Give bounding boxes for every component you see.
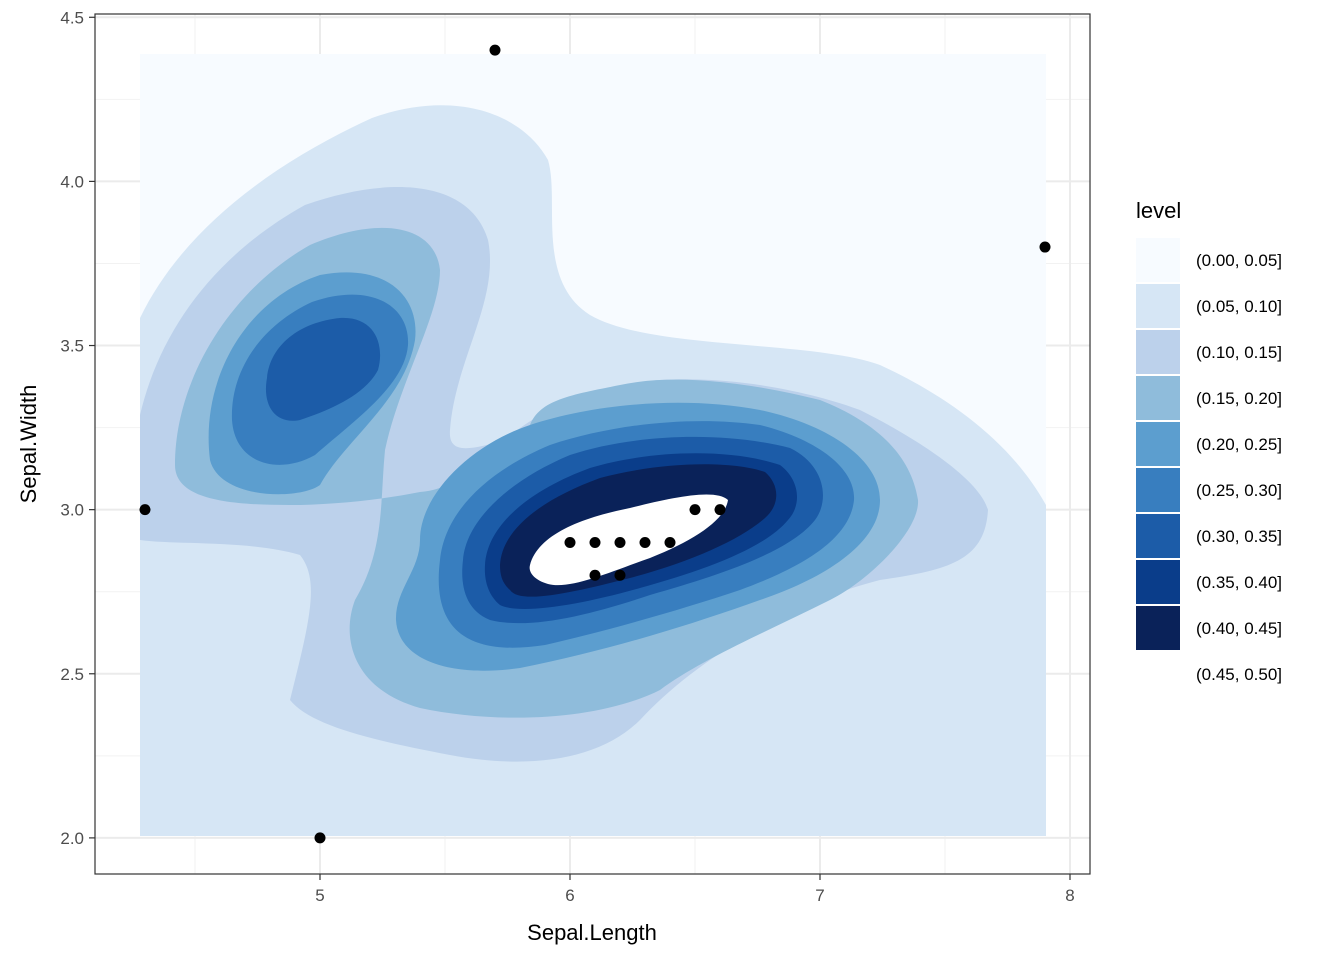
legend-entries: (0.00, 0.05] (0.05, 0.10] (0.10, 0.15] (0.1… xyxy=(1136,238,1282,696)
legend-key xyxy=(1136,284,1180,328)
legend-key xyxy=(1136,560,1180,604)
legend-key xyxy=(1136,606,1180,650)
x-tick-label: 6 xyxy=(565,886,574,905)
legend-key xyxy=(1136,376,1180,420)
data-point xyxy=(139,504,151,516)
y-tick-label: 3.5 xyxy=(60,337,84,356)
legend: level (0.00, 0.05] (0.05, 0.10] (0.10, 0.1… xyxy=(1136,198,1282,696)
data-point xyxy=(614,536,626,548)
panel-border xyxy=(94,13,1091,875)
y-axis: 2.0 2.5 3.0 3.5 4.0 4.5 xyxy=(60,8,95,848)
x-axis: 5 6 7 8 xyxy=(315,874,1075,905)
y-axis-title: Sepal.Width xyxy=(16,385,41,504)
legend-key xyxy=(1136,238,1180,282)
density-contours xyxy=(140,54,1046,836)
data-point xyxy=(714,504,726,516)
legend-label: (0.45, 0.50] xyxy=(1196,665,1282,684)
legend-label: (0.40, 0.45] xyxy=(1196,619,1282,638)
legend-key xyxy=(1136,652,1180,696)
legend-label: (0.25, 0.30] xyxy=(1196,481,1282,500)
data-point xyxy=(589,569,601,581)
legend-label: (0.30, 0.35] xyxy=(1196,527,1282,546)
contour-band-9 xyxy=(529,494,728,586)
y-tick-label: 4.0 xyxy=(60,172,84,191)
legend-label: (0.35, 0.40] xyxy=(1196,573,1282,592)
data-point xyxy=(689,504,701,516)
x-tick-label: 8 xyxy=(1065,886,1074,905)
legend-label: (0.05, 0.10] xyxy=(1196,297,1282,316)
y-tick-label: 4.5 xyxy=(60,8,84,27)
y-tick-label: 2.0 xyxy=(60,829,84,848)
x-tick-label: 7 xyxy=(815,886,824,905)
y-tick-label: 3.0 xyxy=(60,501,84,520)
legend-key xyxy=(1136,422,1180,466)
legend-key xyxy=(1136,514,1180,558)
data-point xyxy=(639,536,651,548)
x-axis-title: Sepal.Length xyxy=(527,920,657,945)
scatter-points xyxy=(139,44,1051,844)
data-point xyxy=(564,536,576,548)
y-tick-label: 2.5 xyxy=(60,665,84,684)
data-point xyxy=(489,44,501,56)
legend-key xyxy=(1136,468,1180,512)
legend-label: (0.15, 0.20] xyxy=(1196,389,1282,408)
data-point xyxy=(664,536,676,548)
legend-title: level xyxy=(1136,198,1181,223)
legend-label: (0.10, 0.15] xyxy=(1196,343,1282,362)
x-tick-label: 5 xyxy=(315,886,324,905)
data-point xyxy=(314,832,326,844)
data-point xyxy=(614,569,626,581)
legend-key xyxy=(1136,330,1180,374)
legend-label: (0.00, 0.05] xyxy=(1196,251,1282,270)
data-point xyxy=(1039,241,1051,253)
data-point xyxy=(589,536,601,548)
legend-label: (0.20, 0.25] xyxy=(1196,435,1282,454)
